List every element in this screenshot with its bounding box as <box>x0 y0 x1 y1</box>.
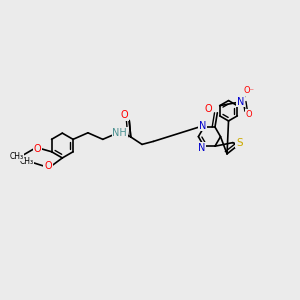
Text: O⁻: O⁻ <box>244 86 255 95</box>
Text: N: N <box>199 121 206 130</box>
Text: N: N <box>236 97 244 106</box>
Text: CH₃: CH₃ <box>9 152 23 161</box>
Text: O: O <box>44 161 52 171</box>
Text: S: S <box>236 138 243 148</box>
Text: O: O <box>121 110 128 120</box>
Text: NH: NH <box>112 128 127 138</box>
Text: CH₃: CH₃ <box>20 157 34 166</box>
Text: O: O <box>246 110 253 119</box>
Text: O: O <box>34 144 41 154</box>
Text: O: O <box>205 104 212 114</box>
Text: N: N <box>198 143 205 153</box>
